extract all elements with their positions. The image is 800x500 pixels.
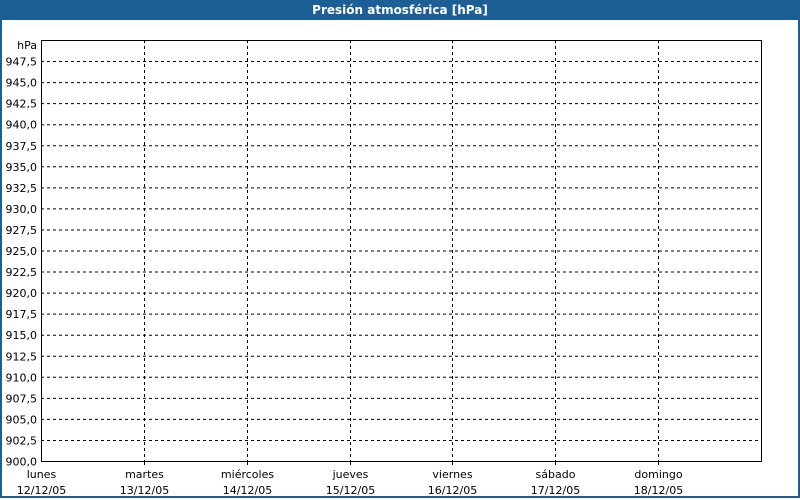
y-tick-label: 915,0	[6, 329, 38, 342]
x-tick-day: viernes	[432, 468, 472, 481]
x-tick-date: 18/12/05	[634, 484, 683, 497]
x-tick-day: miércoles	[221, 468, 274, 481]
y-tick-label: 912,5	[6, 350, 38, 363]
y-tick-label: 945,0	[6, 77, 38, 90]
x-tick-day: lunes	[27, 468, 57, 481]
plot-frame	[41, 40, 762, 462]
x-tick-day: sábado	[536, 468, 576, 481]
x-tick-date: 12/12/05	[17, 484, 66, 497]
y-tick-label: 920,0	[6, 287, 38, 300]
y-tick-label: 925,0	[6, 245, 38, 258]
x-tick-date: 14/12/05	[223, 484, 272, 497]
y-tick-label: 947,5	[6, 56, 38, 69]
y-tick-label: 905,0	[6, 413, 38, 426]
y-tick-label: 917,5	[6, 308, 38, 321]
y-tick-label: 927,5	[6, 224, 38, 237]
y-tick-label: 900,0	[6, 456, 38, 469]
x-tick-date: 13/12/05	[120, 484, 169, 497]
x-tick-day: domingo	[634, 468, 682, 481]
x-tick-day: martes	[125, 468, 164, 481]
y-tick-label: 932,5	[6, 182, 38, 195]
y-tick-label: 937,5	[6, 140, 38, 153]
y-tick-label: 935,0	[6, 161, 38, 174]
x-tick-date: 16/12/05	[428, 484, 477, 497]
y-tick-label: 940,0	[6, 119, 38, 132]
chart-title: Presión atmosférica [hPa]	[0, 0, 800, 20]
y-tick-label: 907,5	[6, 392, 38, 405]
y-tick-label: 942,5	[6, 98, 38, 111]
x-tick-date: 15/12/05	[326, 484, 375, 497]
y-axis-unit: hPa	[17, 39, 37, 52]
x-tick-day: jueves	[332, 468, 369, 481]
y-tick-label: 902,5	[6, 434, 38, 447]
y-tick-label: 922,5	[6, 266, 38, 279]
y-tick-label: 910,0	[6, 371, 38, 384]
x-tick-date: 17/12/05	[531, 484, 580, 497]
y-tick-label: 930,0	[6, 203, 38, 216]
